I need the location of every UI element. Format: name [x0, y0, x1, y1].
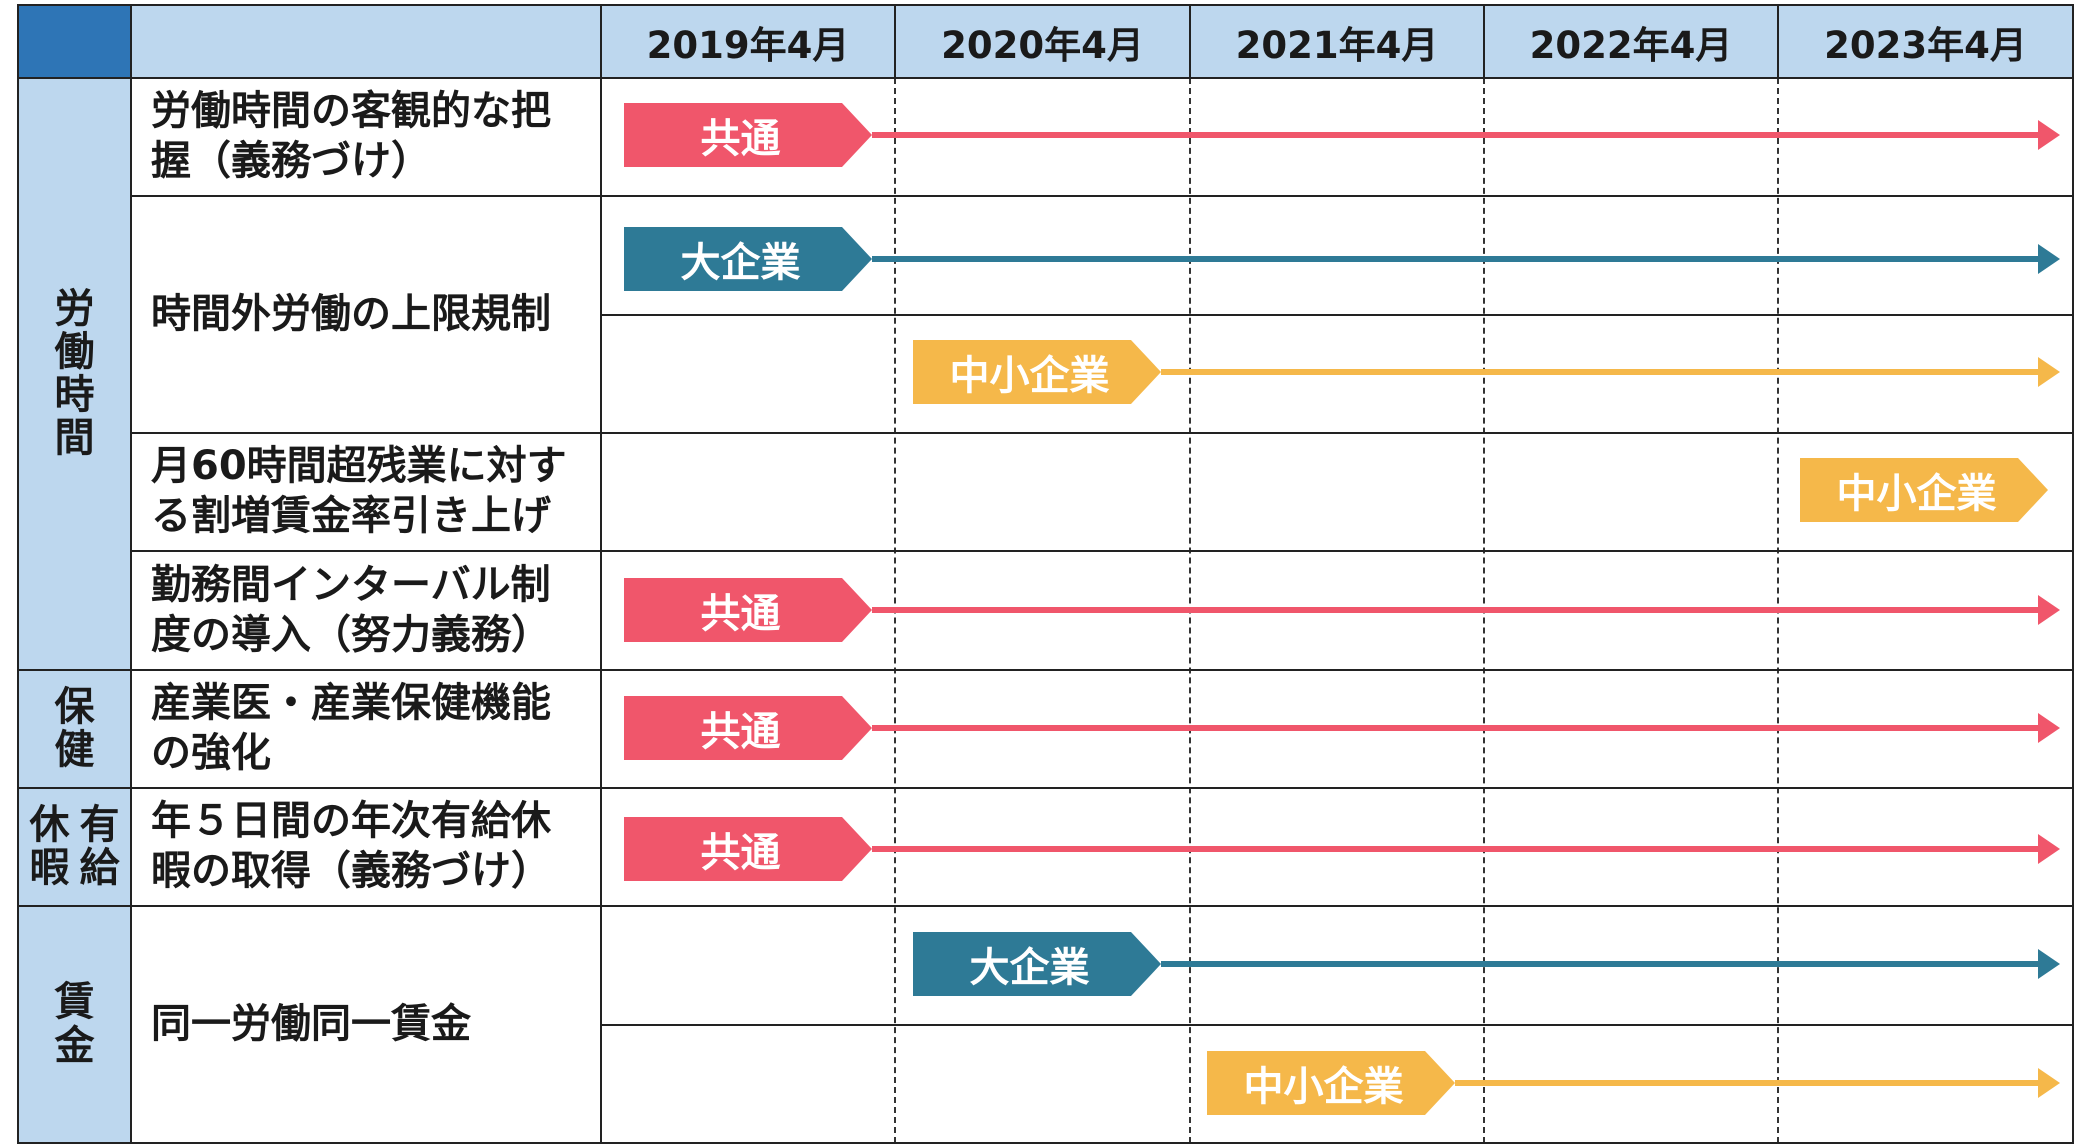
header-blank-cell: [131, 5, 601, 78]
grid-line: [601, 1024, 2073, 1026]
bar-label: 中小企業: [949, 353, 1110, 399]
bar-pentagon: [1800, 458, 2048, 522]
item-label: 同一労働同一賃金: [151, 1000, 471, 1047]
grid-line: [18, 1142, 2073, 1144]
bar-label: 大企業: [969, 945, 1090, 991]
category-paid-leave: 有給休暇: [18, 788, 131, 906]
year-header-2019: 2019年4月: [601, 5, 895, 78]
category-labor-time: 労働時間: [18, 78, 131, 670]
bar-pentagon: [1207, 1051, 1455, 1115]
item-occupational-doctor: 産業医・産業保健機能の強化: [131, 670, 601, 788]
grid-line: [601, 314, 2073, 316]
item-label: 産業医・産業保健機能の強化: [151, 680, 551, 776]
grid-line: [131, 550, 2073, 552]
year-header-2021: 2021年4月: [1190, 5, 1484, 78]
category-label: 労働時間: [54, 285, 95, 462]
bar-label: 中小企業: [1243, 1064, 1404, 1110]
corner-cell: [18, 5, 131, 78]
item-objective-tracking: 労働時間の客観的な把握（義務づけ）: [131, 78, 601, 196]
item-overtime-premium: 月60時間超残業に対する割増賃金率引き上げ: [131, 433, 601, 551]
grid-line: [600, 4, 602, 1144]
grid-line: [18, 669, 2073, 671]
arrow-head: [2038, 713, 2060, 743]
bar-pentagon: [913, 340, 1161, 404]
grid-line: [131, 432, 2073, 434]
grid-line: [17, 4, 19, 1144]
year-header-2023: 2023年4月: [1778, 5, 2073, 78]
grid-line: [18, 4, 2073, 6]
grid-line: [130, 4, 132, 1144]
arrow-head: [2038, 120, 2060, 150]
grid-line: [1483, 4, 1485, 78]
item-label: 労働時間の客観的な把握（義務づけ）: [151, 88, 551, 184]
bar-label: 中小企業: [1836, 471, 1997, 517]
item-label: 年５日間の年次有給休暇の取得（義務づけ）: [151, 798, 551, 894]
bar-label: 大企業: [680, 240, 801, 286]
item-label: 勤務間インターバル制度の導入（努力義務）: [151, 561, 551, 658]
bar-pentagon: [624, 817, 872, 881]
bar-pentagon: [624, 227, 872, 291]
arrow-head: [2038, 1068, 2060, 1098]
item-interval: 勤務間インターバル制度の導入（努力義務）: [131, 551, 601, 670]
arrow-head: [2038, 834, 2060, 864]
item-label: 月60時間超残業に対する割増賃金率引き上げ: [151, 443, 567, 539]
arrow-head: [2038, 949, 2060, 979]
bar-pentagon: [624, 578, 872, 642]
bar-label: 共通: [700, 116, 781, 162]
item-annual-leave: 年５日間の年次有給休暇の取得（義務づけ）: [131, 788, 601, 906]
grid-line: [18, 77, 2073, 79]
arrow-head: [2038, 357, 2060, 387]
item-overtime-cap: 時間外労働の上限規制: [131, 196, 601, 433]
bar-pentagon: [624, 103, 872, 167]
bar-label: 共通: [700, 591, 781, 637]
grid-line: [1189, 4, 1191, 78]
category-label: 保健: [54, 683, 95, 773]
grid-line: [18, 905, 2073, 907]
arrow-head: [2038, 595, 2060, 625]
item-equal-pay: 同一労働同一賃金: [131, 906, 601, 1143]
category-wage: 賃金: [18, 906, 131, 1143]
grid-line: [131, 195, 2073, 197]
year-header-2022: 2022年4月: [1484, 5, 1778, 78]
bar-pentagon: [624, 696, 872, 760]
grid-line: [1777, 4, 1779, 78]
arrow-head: [2038, 244, 2060, 274]
category-health: 保健: [18, 670, 131, 788]
category-label: 賃金: [54, 979, 95, 1069]
grid-line: [894, 4, 896, 78]
item-label: 時間外労働の上限規制: [151, 290, 551, 337]
grid-line: [18, 787, 2073, 789]
grid-line: [2072, 4, 2074, 1144]
year-header-2020: 2020年4月: [895, 5, 1190, 78]
bar-label: 共通: [700, 830, 781, 876]
bar-pentagon: [913, 932, 1161, 996]
bar-label: 共通: [700, 709, 781, 755]
category-label: 有給休暇: [29, 801, 120, 891]
